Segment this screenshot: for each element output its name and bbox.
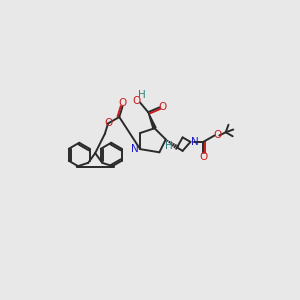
Text: O: O bbox=[118, 98, 127, 108]
Text: O: O bbox=[199, 152, 207, 162]
Text: O: O bbox=[105, 118, 113, 128]
Polygon shape bbox=[148, 112, 156, 129]
Text: H: H bbox=[138, 90, 146, 100]
Text: O: O bbox=[214, 130, 222, 140]
Text: H: H bbox=[165, 141, 173, 151]
Text: O: O bbox=[158, 102, 167, 112]
Text: O: O bbox=[133, 96, 141, 106]
Text: N: N bbox=[131, 144, 139, 154]
Text: N: N bbox=[190, 137, 198, 147]
